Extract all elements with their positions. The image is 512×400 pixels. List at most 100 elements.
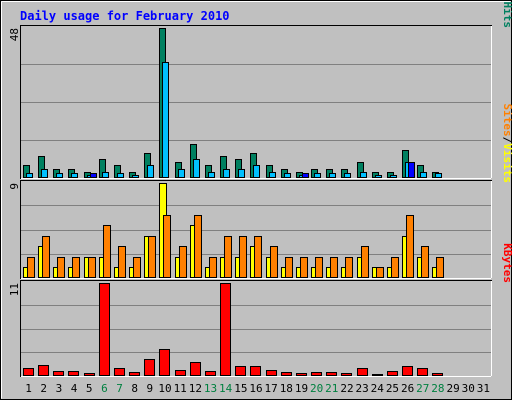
bar-kbytes-day-4 (68, 371, 79, 376)
side-legend-word: Sites (501, 104, 512, 137)
bar-kbytes-day-12 (190, 362, 201, 376)
bar-sites-day-8 (133, 257, 141, 278)
bar-kbytes-day-19 (296, 373, 307, 376)
side-legend-visits: Sites/Visits (501, 104, 512, 184)
day-label-28: 28 (431, 382, 444, 395)
day-label-2: 2 (40, 382, 47, 395)
bar-sites-day-20 (315, 257, 323, 278)
panel-hits: 48 Pages/Files/Hits (8, 0, 512, 179)
side-legend-word: / (501, 137, 512, 144)
side-legend-word: KBytes (501, 243, 512, 283)
day-label-19: 19 (295, 382, 308, 395)
bar-kbytes-day-13 (205, 371, 216, 376)
day-label-26: 26 (401, 382, 414, 395)
side-legend-word: Visits (501, 143, 512, 183)
bar-files-day-9 (147, 165, 154, 178)
day-label-4: 4 (71, 382, 78, 395)
day-label-15: 15 (234, 382, 247, 395)
bar-kbytes-day-25 (387, 371, 398, 376)
bar-kbytes-day-6 (99, 283, 110, 376)
day-label-3: 3 (56, 382, 63, 395)
bar-kbytes-day-27 (417, 368, 428, 376)
bar-files-day-7 (117, 173, 124, 178)
bar-sites-day-7 (118, 246, 126, 278)
side-legend-hits: Pages/Files/Hits (501, 0, 512, 28)
panel-visits: 9 Sites/Visits (8, 104, 512, 279)
bar-files-day-3 (56, 173, 63, 178)
day-label-9: 9 (147, 382, 154, 395)
bar-sites-day-12 (194, 215, 202, 278)
bar-pages-day-5 (90, 173, 97, 178)
day-axis-labels: 1 2 3 4 5 6 7 8 9 10 11 12 13 14 15 16 17 18 19 20 21 22 23 24 2… (25, 382, 490, 395)
bar-files-day-21 (329, 173, 336, 178)
bar-sites-day-13 (209, 257, 217, 278)
bar-files-day-20 (314, 173, 321, 178)
bar-sites-day-5 (88, 257, 96, 278)
bar-sites-day-24 (376, 267, 384, 278)
panel-kbytes: 11 KBytes (8, 243, 512, 377)
bar-sites-day-26 (406, 215, 414, 278)
bar-sites-day-23 (361, 246, 369, 278)
day-label-31: 31 (477, 382, 490, 395)
bar-files-day-8 (132, 175, 139, 178)
bar-files-day-22 (344, 173, 351, 178)
bar-files-day-1 (26, 173, 33, 178)
bar-kbytes-day-14 (220, 283, 231, 376)
side-legend-kbytes: KBytes (501, 243, 512, 283)
bar-files-day-14 (223, 169, 230, 178)
bar-files-day-15 (238, 169, 245, 178)
bar-sites-day-2 (42, 236, 50, 278)
day-label-7: 7 (116, 382, 123, 395)
bar-files-day-23 (360, 172, 367, 178)
bar-sites-day-11 (179, 246, 187, 278)
day-label-27: 27 (416, 382, 429, 395)
side-legend-word: / (501, 0, 512, 2)
day-label-21: 21 (325, 382, 338, 395)
bar-kbytes-day-9 (144, 359, 155, 376)
bar-kbytes-day-2 (38, 365, 49, 376)
day-label-8: 8 (131, 382, 138, 395)
bar-files-day-18 (284, 173, 291, 178)
bar-kbytes-day-24 (372, 374, 383, 376)
bar-sites-day-17 (270, 246, 278, 278)
bar-files-day-6 (102, 172, 109, 178)
y-max-label-hits: 48 (8, 28, 21, 41)
bar-sites-day-6 (103, 225, 111, 278)
bar-sites-day-16 (254, 236, 262, 278)
day-label-24: 24 (371, 382, 385, 395)
chart-title: Daily usage for February 2010 (20, 9, 230, 23)
day-label-17: 17 (265, 382, 278, 395)
bar-pages-day-26 (408, 162, 415, 178)
bar-sites-day-21 (330, 257, 338, 278)
bar-files-day-25 (390, 175, 397, 178)
bar-kbytes-day-3 (53, 371, 64, 376)
bar-sites-day-14 (224, 236, 232, 278)
bar-files-day-16 (253, 165, 260, 178)
bar-kbytes-day-1 (23, 368, 34, 376)
day-label-23: 23 (356, 382, 369, 395)
bar-files-day-10 (162, 62, 169, 178)
bar-kbytes-day-5 (84, 373, 95, 376)
bar-kbytes-day-10 (159, 349, 170, 376)
bar-sites-day-15 (239, 236, 247, 278)
bar-files-day-13 (208, 172, 215, 178)
bar-files-day-28 (435, 173, 442, 178)
plot-area-kbytes (20, 280, 492, 377)
day-label-29: 29 (446, 382, 459, 395)
day-label-16: 16 (249, 382, 262, 395)
bar-sites-day-3 (57, 257, 65, 278)
bar-files-day-11 (178, 169, 185, 178)
bar-kbytes-day-11 (175, 370, 186, 376)
bar-kbytes-day-21 (326, 372, 337, 376)
y-max-label-visits: 9 (8, 183, 21, 190)
bar-kbytes-day-20 (311, 372, 322, 376)
day-label-30: 30 (462, 382, 475, 395)
day-label-18: 18 (280, 382, 293, 395)
bar-kbytes-day-23 (357, 368, 368, 376)
bar-sites-day-25 (391, 257, 399, 278)
day-label-20: 20 (310, 382, 323, 395)
day-label-11: 11 (174, 382, 187, 395)
bar-sites-day-10 (163, 215, 171, 278)
